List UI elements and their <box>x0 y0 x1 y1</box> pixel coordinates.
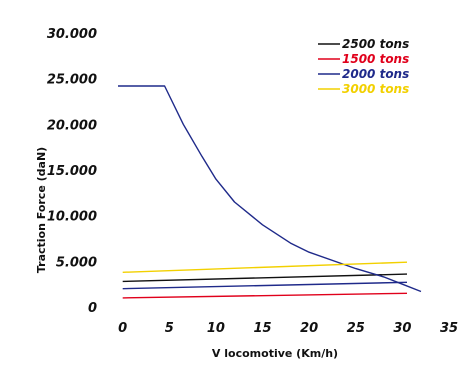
series-line-2500-tons <box>122 273 408 283</box>
legend-label-1500-tons: 1500 tons <box>342 52 409 66</box>
y-tick-label: 25.000 <box>47 73 97 88</box>
x-axis-label: V locomotive (Km/h) <box>212 347 338 360</box>
x-tick-label: 20 <box>300 321 318 336</box>
y-tick-label: 5.000 <box>56 255 97 270</box>
y-tick-label: 30.000 <box>47 27 97 42</box>
y-tick-label: 20.000 <box>47 118 97 133</box>
legend-label-3000-tons: 3000 tons <box>342 82 409 96</box>
series-line-3000-tons <box>122 261 408 273</box>
x-tick-label: 0 <box>118 321 127 336</box>
y-axis-label: Traction Force (daN) <box>35 147 48 273</box>
x-tick-label: 15 <box>253 321 271 336</box>
x-tick-label: 10 <box>207 321 225 336</box>
y-tick-label: 15.000 <box>47 164 97 179</box>
x-tick-label: 30 <box>393 321 411 336</box>
series-line-2000-tons <box>118 85 422 293</box>
y-tick-label: 10.000 <box>47 210 97 225</box>
legend-label-2500-tons: 2500 tons <box>342 37 409 51</box>
legend-label-2000-tons: 2000 tons <box>342 67 409 81</box>
x-tick-labels: 0 5 10 15 20 25 30 35 <box>118 321 458 336</box>
series-line-1500-tons <box>122 292 408 299</box>
x-tick-label: 35 <box>440 321 458 336</box>
x-tick-label: 5 <box>165 321 174 336</box>
series-lines <box>118 85 422 299</box>
y-tick-labels: 0 5.000 10.000 15.000 20.000 25.000 30.000 <box>47 27 97 316</box>
x-tick-label: 25 <box>347 321 365 336</box>
series-line-unlabeled-4 <box>122 281 408 290</box>
y-tick-label: 0 <box>88 301 97 316</box>
